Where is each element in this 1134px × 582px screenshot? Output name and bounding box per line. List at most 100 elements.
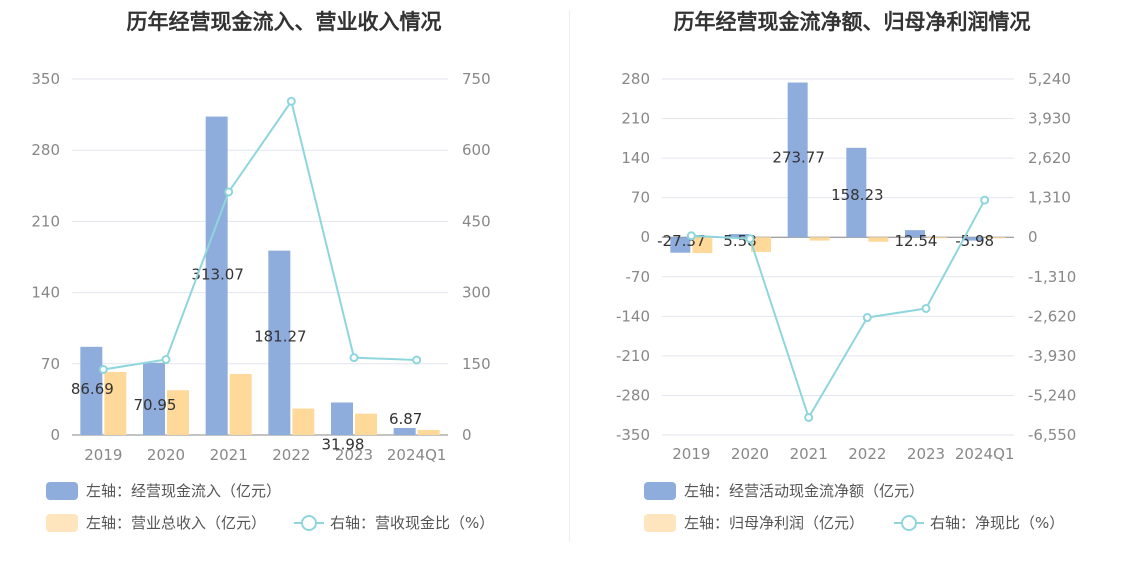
y-left-tick-label: 0 <box>50 426 60 444</box>
bar-primary <box>846 147 867 238</box>
bar-primary <box>143 362 165 435</box>
line-point <box>804 412 814 422</box>
data-label: 12.54 <box>895 232 938 250</box>
chart-title: 历年经营现金流入、营业收入情况 <box>126 10 442 34</box>
y-right-tick-label: 5,240 <box>1028 70 1071 88</box>
data-label: 158.23 <box>831 186 884 204</box>
y-right-tick-label: -1,310 <box>1028 268 1076 286</box>
bar-secondary <box>692 237 713 254</box>
line-series <box>691 199 986 420</box>
y-left-tick-label: 280 <box>621 70 650 88</box>
chart-panel-net-cash: 历年经营现金流净额、归母净利润情况 -350 -280 -210 -140 -70 0 70… <box>570 0 1134 582</box>
panel-divider <box>569 10 570 542</box>
legend-item[interactable]: 右轴：净现比（%） <box>894 512 1064 533</box>
legend-item[interactable]: 右轴：营收现金比（%） <box>294 512 494 533</box>
data-label: 86.69 <box>71 380 114 398</box>
y-left-tick-label: 70 <box>41 355 60 373</box>
y-left-tick-label: -70 <box>626 268 651 286</box>
bar-primary <box>331 402 353 435</box>
data-label: 70.95 <box>134 396 177 414</box>
legend-label: 左轴：经营现金流入（亿元） <box>86 482 282 500</box>
x-tick-label: 2024Q1 <box>387 446 447 464</box>
y-left-tick-label: 140 <box>621 149 650 167</box>
chart-svg: -350 -280 -210 -140 -70 0 70 140 210 280 -6,550 -5,… <box>616 70 1076 463</box>
bar-secondary <box>809 237 830 241</box>
x-tick-label: 2023 <box>335 446 373 464</box>
x-tick-label: 2019 <box>84 446 122 464</box>
line-point <box>745 234 755 244</box>
x-tick-label: 2024Q1 <box>955 445 1015 463</box>
bar-secondary <box>985 237 1006 239</box>
line-point <box>98 364 108 374</box>
y-right-tick-label: 150 <box>462 355 491 373</box>
line-point <box>161 355 171 365</box>
line-point <box>862 313 872 323</box>
legend-line-marker-icon <box>294 514 324 532</box>
x-tick-label: 2020 <box>147 446 185 464</box>
bar-secondary <box>167 390 189 435</box>
x-tick-label: 2021 <box>790 445 828 463</box>
data-label: -27.37 <box>657 232 705 250</box>
legend-swatch-yellow <box>46 513 78 532</box>
x-tick-label: 2023 <box>907 445 945 463</box>
y-left-tick-label: 70 <box>631 189 650 207</box>
legend-item[interactable]: 左轴：经营活动现金流净额（亿元） <box>644 480 924 501</box>
bar-secondary <box>104 371 127 435</box>
chart-panel-cash-inflow: 历年经营现金流入、营业收入情况 0 70 140 210 280 350 0 150 300 45… <box>31 10 494 533</box>
legend-swatch-blue <box>46 481 78 500</box>
y-right-tick-label: 750 <box>462 70 491 88</box>
legend-swatch-yellow <box>644 513 676 532</box>
y-right-tick-label: -3,930 <box>1028 347 1076 365</box>
bar-secondary <box>355 413 377 435</box>
y-right-tick-label: 1,310 <box>1028 189 1071 207</box>
chart-svg: 0 70 140 210 280 350 0 150 300 450 600 750 2019 2020 2… <box>31 70 491 464</box>
y-left-tick-label: 140 <box>31 284 60 302</box>
y-left-tick-label: 350 <box>31 70 60 88</box>
y-right-tick-label: 3,930 <box>1028 110 1071 128</box>
y-left-tick-label: -350 <box>616 426 650 444</box>
line-point <box>686 231 696 241</box>
y-right-tick-label: 0 <box>462 426 472 444</box>
y-right-tick-label: -2,620 <box>1028 307 1076 325</box>
legend-label: 左轴：营业总收入（亿元） <box>86 514 267 532</box>
legend-item[interactable]: 左轴：营业总收入（亿元） <box>46 512 266 533</box>
data-label: -5.98 <box>955 232 994 250</box>
bar-secondary <box>229 373 252 435</box>
y-left-tick-label: 210 <box>621 110 650 128</box>
y-right-tick-label: -5,240 <box>1028 386 1076 404</box>
bar-primary <box>670 237 691 253</box>
x-tick-label: 2022 <box>848 445 886 463</box>
y-right-tick-label: 600 <box>462 141 491 159</box>
legend-label: 右轴：净现比（%） <box>930 514 1065 532</box>
y-right-tick-label: 2,620 <box>1028 149 1071 167</box>
y-left-tick-label: 210 <box>31 212 60 230</box>
line-series <box>103 98 417 371</box>
bar-primary <box>205 116 228 436</box>
data-label: 31.98 <box>322 435 365 453</box>
data-label: 313.07 <box>191 266 244 284</box>
data-label: 181.27 <box>254 328 307 346</box>
bar-primary <box>729 234 749 238</box>
line-point <box>349 353 359 363</box>
legend-label: 右轴：营收现金比（%） <box>330 514 495 532</box>
legend-item[interactable]: 左轴：经营现金流入（亿元） <box>46 480 281 501</box>
y-right-tick-label: 0 <box>1028 228 1038 246</box>
bar-secondary <box>751 237 771 252</box>
x-tick-label: 2020 <box>731 445 769 463</box>
data-label: 6.87 <box>389 410 422 428</box>
y-right-tick-label: -6,550 <box>1028 426 1076 444</box>
bar-primary <box>963 237 984 241</box>
y-right-tick-label: 300 <box>462 284 491 302</box>
line-point <box>286 96 296 106</box>
bar-secondary <box>292 408 315 435</box>
x-tick-label: 2021 <box>210 446 248 464</box>
legend-item[interactable]: 左轴：归母净利润（亿元） <box>644 512 864 533</box>
x-tick-label: 2019 <box>672 445 710 463</box>
data-label: 273.77 <box>772 149 825 167</box>
bar-primary <box>80 346 103 435</box>
line-point <box>921 303 931 313</box>
legend-swatch-blue <box>644 481 676 500</box>
y-left-tick-label: 0 <box>640 228 650 246</box>
bar-secondary <box>927 237 947 239</box>
